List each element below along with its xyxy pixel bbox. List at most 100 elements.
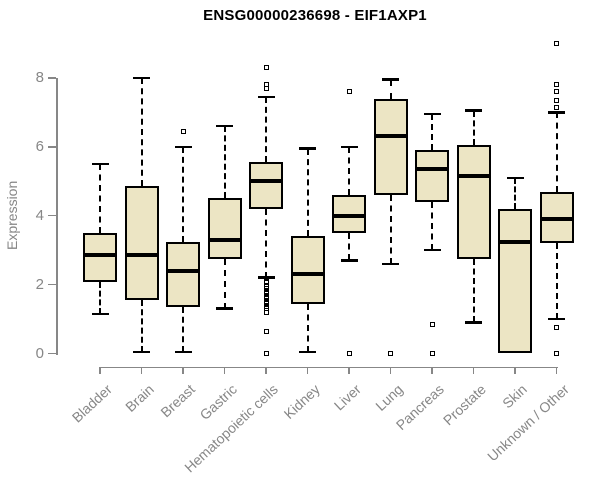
median-line (498, 239, 532, 244)
y-tick-label: 6 (35, 137, 44, 155)
upper-whisker-cap (299, 147, 316, 150)
box-iqr (290, 236, 325, 304)
upper-whisker (223, 126, 226, 199)
outlier-point (554, 89, 559, 95)
box-iqr (83, 232, 117, 282)
y-axis-tick (48, 283, 56, 286)
upper-whisker (140, 77, 143, 187)
upper-whisker-cap (340, 145, 358, 149)
x-axis-tick (555, 366, 558, 374)
chart-title: ENSG00000236698 - EIF1AXP1 (203, 7, 427, 24)
outlier-point (263, 290, 269, 296)
x-axis-tick (182, 366, 184, 374)
outlier-point (554, 40, 559, 46)
lower-whisker-cap (174, 350, 192, 354)
lower-whisker-cap (465, 321, 482, 324)
lower-whisker (140, 300, 143, 352)
median-line (456, 174, 491, 179)
upper-whisker (348, 146, 350, 196)
outlier-point (263, 309, 269, 315)
upper-whisker (472, 110, 475, 146)
y-tick-label: 0 (35, 344, 44, 362)
upper-whisker (555, 112, 558, 192)
outlier-point (180, 128, 186, 134)
lower-whisker-cap (340, 259, 358, 262)
median-line (415, 167, 449, 172)
x-axis-tick (514, 366, 516, 374)
outlier-point (554, 351, 559, 356)
box-iqr (124, 186, 159, 301)
outlier-point (346, 89, 352, 95)
lower-whisker-cap (423, 248, 441, 252)
upper-whisker-cap (257, 95, 275, 99)
median-line (124, 253, 159, 258)
outlier-point (263, 85, 269, 91)
upper-whisker-cap (465, 109, 482, 112)
upper-whisker-cap (174, 145, 192, 149)
outlier-point (429, 351, 435, 356)
x-axis-tick (472, 366, 475, 374)
lower-whisker-cap (133, 350, 150, 354)
outlier-point (554, 325, 559, 331)
y-tick-label: 8 (35, 68, 44, 86)
y-tick-label: 2 (35, 275, 44, 293)
x-axis-line (99, 366, 558, 368)
y-axis-tick (48, 214, 56, 217)
x-axis-tick (265, 366, 267, 374)
lower-whisker (431, 201, 433, 251)
x-axis-tick (223, 366, 226, 374)
outlier-point (263, 82, 269, 88)
box-iqr (456, 145, 491, 259)
lower-whisker (265, 208, 267, 278)
box-iqr (373, 98, 408, 196)
outlier-point (263, 295, 269, 301)
upper-whisker (514, 177, 516, 209)
outlier-point (554, 97, 559, 103)
y-axis-tick (48, 146, 56, 148)
median-line (207, 237, 242, 242)
outlier-point (554, 82, 559, 88)
lower-whisker-cap (216, 307, 233, 310)
upper-whisker-cap (506, 176, 524, 180)
outlier-point (429, 321, 435, 327)
box-iqr (249, 162, 283, 209)
box-iqr (207, 198, 242, 259)
median-line (539, 217, 574, 222)
outlier-point (263, 280, 269, 286)
upper-whisker (431, 114, 433, 151)
box-iqr (166, 241, 200, 307)
lower-whisker (555, 243, 558, 320)
lower-whisker (348, 232, 350, 261)
upper-whisker (265, 96, 267, 163)
median-line (166, 268, 200, 273)
lower-whisker-cap (91, 312, 109, 316)
upper-whisker-cap (382, 78, 399, 81)
x-axis-tick (99, 366, 101, 374)
box-iqr (415, 150, 449, 202)
lower-whisker-cap (548, 317, 565, 321)
outlier-point (263, 351, 269, 356)
outlier-point (346, 351, 352, 356)
outlier-point (263, 301, 269, 307)
median-line (249, 179, 283, 184)
median-line (332, 213, 366, 218)
x-axis-tick (431, 366, 433, 374)
upper-whisker (182, 146, 184, 242)
upper-whisker (99, 164, 101, 233)
lower-whisker-cap (299, 350, 316, 354)
upper-whisker (389, 79, 392, 99)
y-axis-tick (48, 352, 56, 355)
x-axis-tick (306, 366, 309, 374)
lower-whisker-cap (257, 276, 275, 279)
median-line (290, 272, 325, 277)
lower-whisker (99, 281, 101, 314)
median-line (83, 253, 117, 258)
y-axis-tick (48, 77, 56, 79)
outlier-point (263, 65, 269, 71)
upper-whisker-cap (133, 76, 150, 80)
lower-whisker (182, 306, 184, 352)
box-iqr (498, 208, 532, 354)
x-axis-tick (389, 366, 392, 374)
upper-whisker-cap (423, 112, 441, 116)
